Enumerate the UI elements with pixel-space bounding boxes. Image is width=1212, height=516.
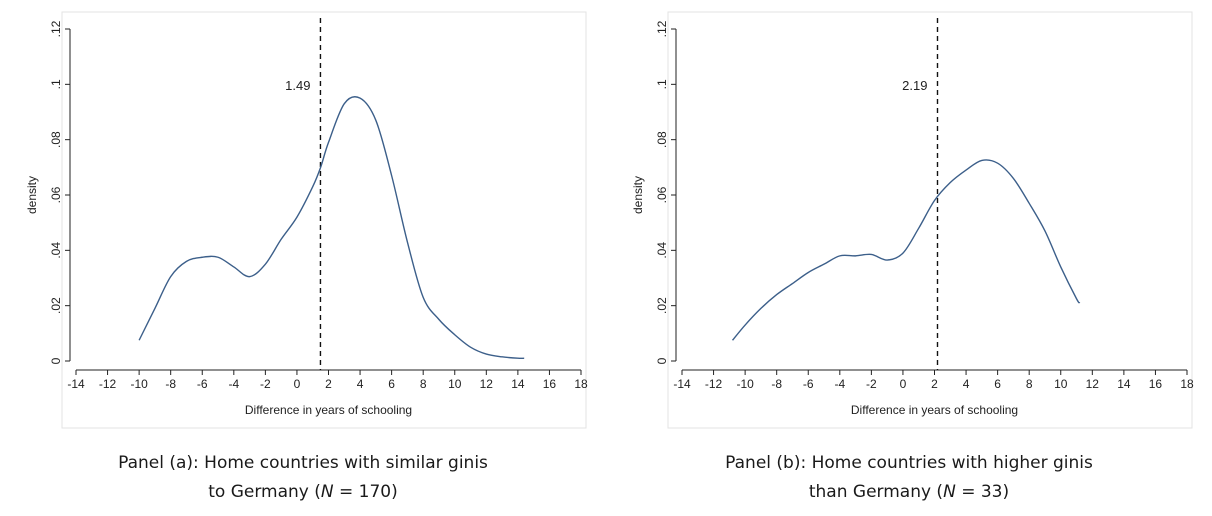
x-tick-label: -2	[866, 377, 877, 391]
y-tick-label: .12	[655, 20, 669, 37]
x-tick-label: 6	[994, 377, 1001, 391]
y-tick-label: .06	[655, 186, 669, 203]
x-tick-label: -14	[67, 377, 85, 391]
panel-a-caption-suffix: = 170)	[333, 482, 398, 502]
y-tick-label: 0	[655, 357, 669, 364]
y-tick-label: .12	[49, 20, 63, 37]
x-tick-label: -4	[834, 377, 845, 391]
y-tick-label: .02	[49, 297, 63, 314]
x-axis-title: Difference in years of schooling	[245, 403, 412, 417]
panel-a-caption: Panel (a): Home countries with similar g…	[0, 449, 606, 507]
y-tick-label: .06	[49, 186, 63, 203]
x-tick-label: -8	[771, 377, 782, 391]
x-tick-label: -12	[99, 377, 117, 391]
x-tick-label: 12	[480, 377, 494, 391]
y-tick-label: .1	[49, 79, 63, 89]
x-tick-label: 10	[1054, 377, 1068, 391]
graph-frame	[667, 11, 1193, 429]
x-tick-label: 4	[963, 377, 970, 391]
y-tick-label: .04	[49, 242, 63, 259]
x-tick-label: 14	[1117, 377, 1131, 391]
panel-b-caption: Panel (b): Home countries with higher gi…	[606, 449, 1212, 507]
x-tick-label: 12	[1086, 377, 1100, 391]
panel-a-caption-n: N	[320, 482, 334, 502]
panel-b-caption-line2: than Germany (N = 33)	[606, 478, 1212, 507]
panel-b-caption-prefix: than Germany (	[808, 482, 944, 502]
x-tick-label: 18	[1180, 377, 1194, 391]
x-tick-label: 2	[931, 377, 938, 391]
x-tick-label: 4	[357, 377, 364, 391]
x-tick-label: -14	[673, 377, 691, 391]
x-tick-label: -10	[736, 377, 754, 391]
x-tick-label: -6	[803, 377, 814, 391]
x-tick-label: -2	[260, 377, 271, 391]
panel-b-caption-suffix: = 33)	[955, 482, 1010, 502]
density-curve-series-0	[138, 96, 525, 360]
x-tick-label: 10	[448, 377, 462, 391]
panel-a-chart: 0 .02 .04 .06 .08 .1 .12 density -14 -12 -10 -8 -6 -4…	[25, 11, 588, 429]
panel-b-caption-n: N	[943, 482, 956, 502]
panel-a-caption-prefix: to Germany (	[208, 482, 321, 502]
y-axis-title: density	[25, 176, 39, 214]
graph-frame	[61, 11, 587, 429]
x-tick-label: -10	[130, 377, 148, 391]
x-tick-label: 16	[543, 377, 557, 391]
x-tick-label: -12	[705, 377, 723, 391]
panel-b-caption-line1: Panel (b): Home countries with higher gi…	[725, 453, 1093, 473]
y-tick-label: .08	[49, 131, 63, 148]
x-tick-label: 0	[294, 377, 301, 391]
density-curve-series-0	[731, 159, 1081, 341]
reference-line-label: 1.49	[285, 78, 310, 93]
x-tick-label: 14	[511, 377, 525, 391]
x-tick-label: 0	[900, 377, 907, 391]
x-axis-title: Difference in years of schooling	[851, 403, 1018, 417]
x-tick-label: 2	[325, 377, 332, 391]
x-tick-label: 6	[388, 377, 395, 391]
y-tick-label: 0	[49, 357, 63, 364]
panel-a-caption-line2: to Germany (N = 170)	[0, 478, 606, 507]
y-tick-label: .1	[655, 79, 669, 89]
y-tick-label: .04	[655, 242, 669, 259]
x-tick-label: -6	[197, 377, 208, 391]
y-tick-label: .08	[655, 131, 669, 148]
x-tick-label: 18	[574, 377, 588, 391]
x-tick-label: 16	[1149, 377, 1163, 391]
y-axis-title: density	[631, 176, 645, 214]
x-tick-label: 8	[420, 377, 427, 391]
panel-a-caption-line1: Panel (a): Home countries with similar g…	[118, 453, 488, 473]
panel-b-chart: 0 .02 .04 .06 .08 .1 .12 density -14 -12 -10 -8 -6 -4…	[631, 11, 1194, 429]
x-tick-label: -4	[228, 377, 239, 391]
reference-line-label: 2.19	[902, 78, 927, 93]
x-tick-label: 8	[1026, 377, 1033, 391]
y-tick-label: .02	[655, 297, 669, 314]
x-tick-label: -8	[165, 377, 176, 391]
